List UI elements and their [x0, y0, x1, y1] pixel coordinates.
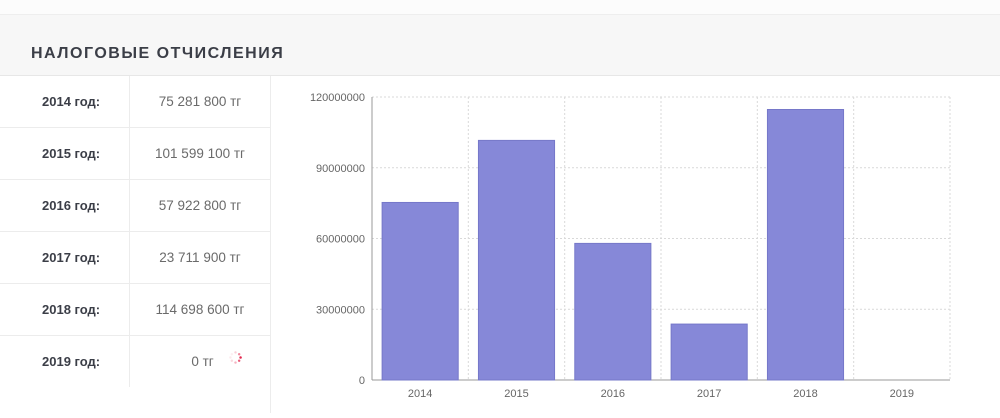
svg-text:90000000: 90000000: [316, 163, 365, 175]
svg-text:0: 0: [359, 375, 365, 387]
svg-text:60000000: 60000000: [316, 234, 365, 246]
svg-text:30000000: 30000000: [316, 304, 365, 316]
svg-text:2018: 2018: [793, 388, 817, 400]
svg-text:2015: 2015: [504, 388, 528, 400]
svg-text:2017: 2017: [697, 388, 721, 400]
svg-text:2019: 2019: [890, 388, 914, 400]
svg-text:2014: 2014: [408, 388, 432, 400]
svg-text:120000000: 120000000: [310, 92, 365, 104]
svg-text:2016: 2016: [601, 388, 625, 400]
